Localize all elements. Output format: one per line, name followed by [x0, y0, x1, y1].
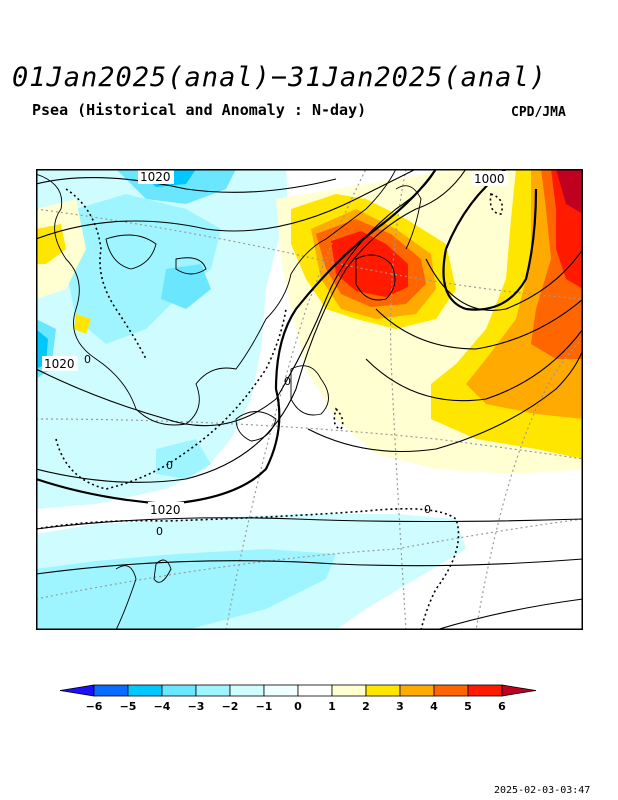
colorbar-swatch [93, 684, 129, 697]
colorbar-swatch [365, 684, 401, 697]
zero-label: 0 [156, 525, 163, 538]
colorbar-tick-label: −6 [86, 700, 103, 713]
colorbar-tick-label: 5 [464, 700, 472, 713]
colorbar-tick-label: 3 [396, 700, 404, 713]
map-subtitle: Psea (Historical and Anomaly : N-day) [32, 101, 367, 119]
zero-anomaly-contours [36, 188, 504, 630]
anomaly-colorbar: −6 −5 −4 −3 −2 −1 0 1 2 3 4 5 6 [60, 684, 536, 713]
zero-label: 0 [424, 503, 431, 516]
positive-anomaly-area [74, 314, 91, 334]
colorbar-tick-label: −4 [154, 700, 171, 713]
zero-label: 0 [84, 353, 91, 366]
colorbar-swatch [331, 684, 367, 697]
colorbar-tick-label: −1 [256, 700, 273, 713]
colorbar-arrow-low [60, 684, 95, 697]
colorbar-tick-label: −5 [120, 700, 137, 713]
negative-anomaly-area [66, 194, 221, 344]
colorbar-swatch [297, 684, 333, 697]
colorbar-tick-label: 0 [294, 700, 302, 713]
colorbar-tick-label: 1 [328, 700, 336, 713]
credit-label: CPD/JMA [511, 105, 566, 120]
pressure-anomaly-map: 1020 1000 1020 1020 0 0 0 0 0 [36, 169, 583, 630]
contour-label: 1020 [140, 170, 171, 184]
colorbar-tick-label: 6 [498, 700, 506, 713]
timestamp: 2025-02-03-03:47 [494, 785, 591, 796]
map-frame [36, 169, 583, 630]
negative-anomaly-area [161, 264, 211, 309]
zero-label: 0 [166, 459, 173, 472]
negative-anomaly-area [36, 549, 336, 630]
zero-labels: 0 0 0 0 0 [84, 353, 431, 538]
positive-anomaly-area [556, 169, 583, 214]
colorbar-swatch [161, 684, 197, 697]
isobars [36, 169, 583, 630]
contour-label: 1000 [474, 172, 505, 186]
colorbar-swatch [195, 684, 231, 697]
colorbar-swatch [127, 684, 163, 697]
negative-anomaly-area [156, 439, 211, 479]
colorbar-tick-label: 4 [430, 700, 438, 713]
colorbar-tick-label: −2 [222, 700, 239, 713]
colorbar-swatch [399, 684, 435, 697]
contour-label: 1020 [150, 503, 181, 517]
colorbar-swatch [263, 684, 299, 697]
contour-label: 1020 [44, 357, 75, 371]
graticule [36, 169, 583, 630]
colorbar-arrow-high [501, 684, 536, 697]
positive-anomaly-area [36, 224, 66, 264]
map-title: 01Jan2025(anal)−31Jan2025(anal) [12, 62, 547, 93]
coastlines [36, 169, 422, 630]
colorbar-swatch [229, 684, 265, 697]
positive-anomaly-area [331, 231, 408, 297]
contour-labels: 1020 1000 1020 1020 [42, 169, 508, 517]
zero-label: 0 [284, 375, 291, 388]
colorbar-swatch [433, 684, 469, 697]
colorbar-tick-label: 2 [362, 700, 370, 713]
colorbar-swatch [467, 684, 503, 697]
colorbar-tick-label: −3 [188, 700, 205, 713]
